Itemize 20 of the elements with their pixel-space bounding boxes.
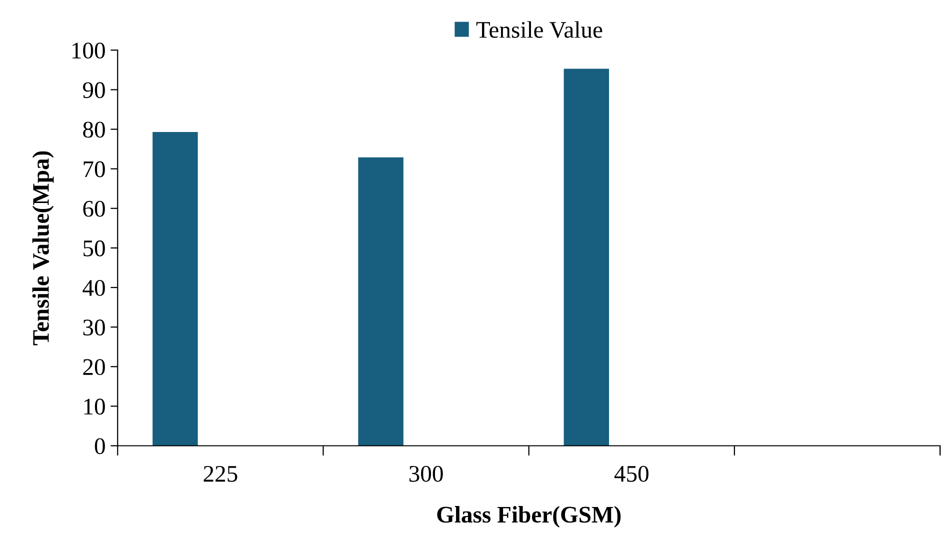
y-tick-label: 90	[82, 82, 105, 98]
y-tick-label: 20	[83, 359, 105, 376]
bar	[564, 68, 610, 446]
y-tick-label: 40	[82, 280, 105, 296]
y-tick-label: 70	[84, 161, 105, 178]
y-axis-title: Tensile Value(Mpa)	[32, 151, 54, 346]
legend-label: Tensile Value	[476, 21, 602, 38]
x-tick-label: 225	[204, 466, 238, 482]
x-axis-title: Glass Fiber(GSM)	[437, 506, 621, 528]
y-tick-label: 50	[84, 240, 105, 256]
x-tick-label: 450	[614, 466, 648, 482]
y-tick-label: 100	[72, 42, 105, 59]
bar	[152, 132, 198, 446]
y-tick-label: 60	[83, 200, 105, 217]
y-tick-label: 10	[84, 398, 105, 415]
y-tick-label: 30	[83, 320, 105, 336]
y-tick-label: 0	[94, 438, 105, 454]
bar	[358, 157, 404, 446]
y-tick-label: 80	[83, 122, 105, 138]
x-tick-label: 300	[409, 466, 443, 482]
